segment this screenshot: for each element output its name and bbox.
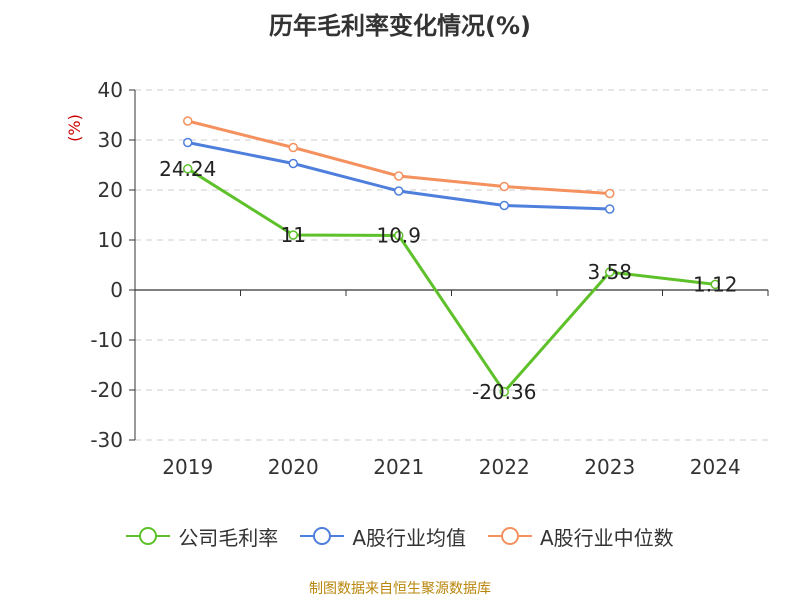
- y-tick-label: 20: [98, 178, 123, 202]
- legend-marker-circle: [139, 527, 158, 545]
- x-tick-label: 2020: [268, 455, 319, 479]
- data-label: 10.9: [376, 224, 421, 248]
- data-point: [499, 181, 509, 192]
- data-source-note: 制图数据来自恒生聚源数据库: [309, 581, 491, 597]
- data-point: [499, 387, 509, 397]
- data-point: [394, 230, 404, 241]
- data-point: [605, 267, 615, 277]
- data-label: 1.12: [693, 272, 738, 296]
- data-point: [183, 116, 193, 126]
- data-point: [499, 200, 509, 211]
- y-tick-label: 30: [98, 128, 123, 152]
- legend-item[interactable]: 公司毛利率: [126, 522, 278, 551]
- data-label: 3.58: [587, 260, 632, 284]
- chart-title: 历年毛利率变化情况(%): [269, 12, 531, 40]
- legend-marker-icon: [488, 527, 532, 545]
- data-point: [605, 188, 615, 199]
- data-point: [288, 230, 298, 240]
- x-tick-label: 2024: [690, 455, 741, 479]
- data-point: [288, 142, 298, 153]
- data-point: [605, 204, 615, 214]
- data-point: [394, 186, 404, 196]
- series-line: [187, 119, 610, 195]
- legend-label: A股行业均值: [352, 525, 466, 550]
- x-tick-label: 2021: [373, 455, 424, 479]
- data-label: 11: [281, 223, 306, 247]
- x-tick-label: 2019: [162, 455, 213, 479]
- legend-marker-icon: [300, 527, 345, 545]
- y-tick-label: -20: [90, 378, 123, 402]
- y-axis-label: (%): [65, 114, 84, 142]
- legend-item[interactable]: A股行业中位数: [488, 522, 674, 551]
- y-tick-label: 10: [98, 228, 123, 252]
- series-lines: [183, 116, 720, 397]
- data-label: -20.36: [472, 380, 536, 404]
- legend-label: A股行业中位数: [540, 525, 674, 550]
- data-point: [710, 279, 720, 290]
- legend-item[interactable]: A股行业均值: [300, 522, 466, 551]
- grid-lines: [135, 89, 768, 441]
- data-point: [183, 164, 193, 174]
- legend-marker-circle: [501, 527, 519, 545]
- x-tick-label: 2023: [584, 455, 635, 479]
- data-label: 24.24: [159, 157, 216, 181]
- legend-marker-circle: [313, 527, 332, 545]
- data-point: [288, 158, 298, 169]
- y-tick-label: 0: [110, 278, 123, 302]
- y-tick-label: -30: [90, 428, 123, 452]
- legend-marker-icon: [126, 527, 171, 545]
- data-point: [394, 171, 404, 181]
- y-tick-label: 40: [98, 78, 123, 102]
- x-tick-label: 2022: [479, 455, 530, 479]
- series-line: [186, 167, 716, 394]
- axes: 40 30 20 10 0 -10 -20 -30 2019 2020 2021 2022 2023 20…: [65, 78, 769, 479]
- data-point: [183, 137, 193, 148]
- y-tick-label: -10: [90, 328, 123, 352]
- legend: 公司毛利率 A股行业均值 A股行业中位数: [0, 516, 800, 556]
- data-labels: 24.24 11 10.9 -20.36 3.58 1.12: [159, 157, 737, 404]
- legend-label: 公司毛利率: [178, 525, 279, 550]
